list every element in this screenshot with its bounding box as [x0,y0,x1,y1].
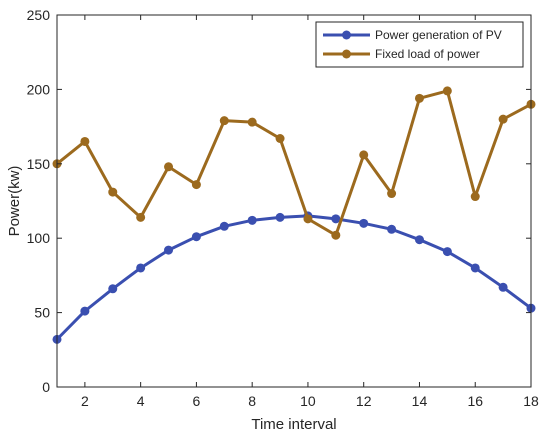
y-tick-label: 0 [42,379,50,395]
axes-layer [56,14,532,388]
data-point-load [275,134,285,143]
data-point-pv [164,245,174,255]
x-tick-label: 12 [356,393,372,409]
legend: Power generation of PV Fixed load of pow… [315,21,524,68]
x-tick-label: 10 [300,393,316,409]
x-tick-label: 16 [467,393,483,409]
data-point-pv [498,282,508,292]
legend-box [315,21,524,68]
x-tick-label: 14 [412,393,428,409]
data-point-load [219,116,229,126]
x-axis-title: Time interval [251,416,336,433]
data-point-load [414,93,424,103]
legend-label-load: Fixed load of power [375,47,480,61]
x-tick-label: 4 [137,393,145,409]
x-tick-label: 18 [523,393,539,409]
series-line-load [56,89,532,237]
y-axis-title: Power(kw) [6,166,23,237]
series-layer [52,86,536,344]
data-point-pv [247,215,257,225]
legend-marker-load [342,49,351,59]
y-tick-label: 100 [27,230,51,246]
data-point-load [164,162,174,172]
data-point-load [442,86,452,96]
data-point-pv [219,221,229,231]
ticks-layer: 2 4 6 8 10 12 14 16 18 0 50 100 150 200 250 [27,7,539,409]
data-point-load [191,180,201,190]
x-tick-label: 2 [81,393,89,409]
x-tick-label: 8 [248,393,256,409]
data-point-load [247,117,257,127]
legend-marker-pv [342,30,351,40]
data-point-pv [414,235,424,245]
data-point-load [136,212,146,222]
data-point-pv [359,218,369,228]
data-point-load [498,114,508,124]
data-point-pv [387,224,397,234]
data-point-pv [470,263,480,273]
y-tick-label: 250 [27,7,51,23]
data-point-load [303,214,313,224]
y-tick-label: 150 [27,156,51,172]
data-point-load [470,192,480,202]
data-point-pv [442,247,452,257]
y-tick-label: 200 [27,81,51,97]
data-point-load [359,150,369,160]
data-point-pv [331,214,341,224]
series-line-pv [55,214,532,341]
data-point-load [331,230,341,240]
data-point-pv [275,212,285,222]
data-point-pv [191,232,201,242]
plot-area [57,15,531,387]
y-tick-label: 50 [34,305,50,321]
data-point-load [108,187,118,197]
x-tick-label: 6 [193,393,201,409]
data-point-pv [80,306,90,316]
axes-frame [56,14,532,388]
data-point-load [387,189,397,199]
data-point-pv [136,263,146,273]
data-point-pv [108,284,118,294]
data-point-load [80,136,90,146]
legend-label-pv: Power generation of PV [375,28,502,42]
